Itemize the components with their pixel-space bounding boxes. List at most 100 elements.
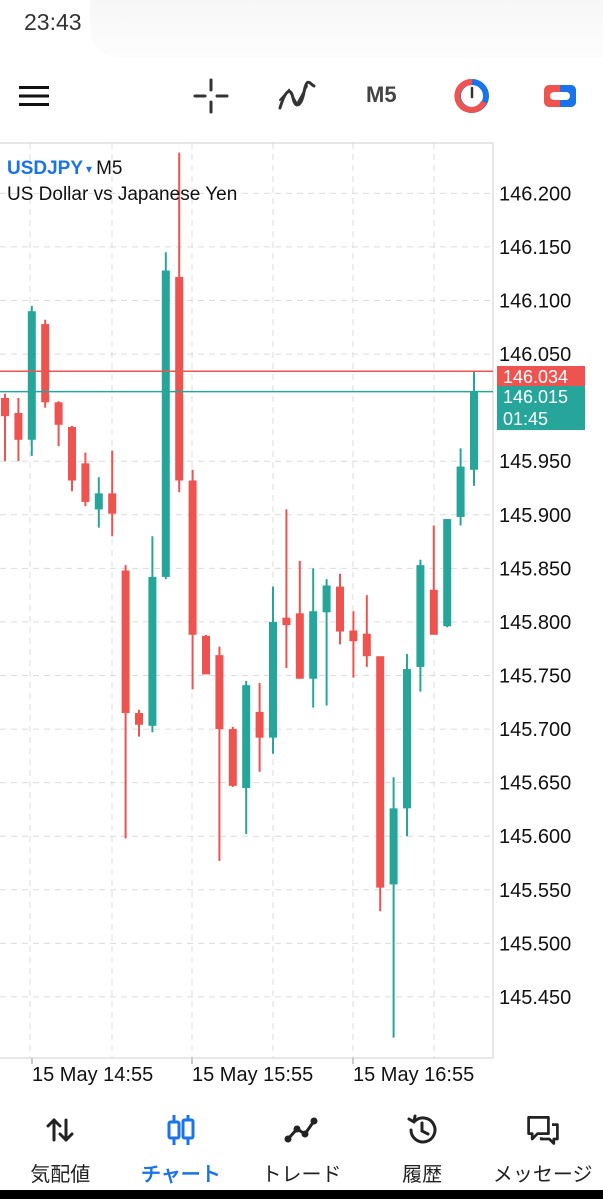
price-tick-label: 145.700 [499,719,571,741]
candle [322,579,331,706]
time-axis-labels: 15 May 14:55 15 May 15:55 15 May 16:55 [31,1058,474,1086]
nav-item-messages[interactable]: メッセージ [482,1096,603,1188]
candle-body [470,391,478,470]
candle [242,680,251,835]
nav-item-chart[interactable]: チャート [121,1096,242,1188]
symbol-selector[interactable]: USDJPY ▾ M5 [7,158,122,180]
price-tick-label: 145.550 [499,880,571,902]
candle-body [349,630,358,642]
candle [389,777,398,1038]
timeframe-button[interactable]: M5 [366,82,397,107]
menu-icon [19,86,49,106]
time-tick-label: 15 May 16:55 [353,1064,474,1086]
candle-body [27,311,36,440]
price-tick-label: 146.100 [499,291,571,313]
candle [295,560,304,679]
candle [376,656,385,912]
candle-body [282,617,291,626]
candle-body [389,808,398,885]
candle [41,319,50,408]
nav-label-quotes: 気配値 [30,1162,91,1186]
candle-body [295,613,304,679]
price-axis-labels: 146.200 146.150 146.100 146.050 145.950 145.9… [499,183,571,1009]
chart-toolbar: M5 [0,62,603,130]
nav-item-history[interactable]: 履歴 [362,1096,483,1188]
candle [121,565,130,839]
nav-label-chart: チャート [140,1162,221,1186]
candle [215,646,224,861]
one-click-trading-button[interactable] [540,76,580,116]
nav-item-quotes[interactable]: 気配値 [0,1096,121,1188]
candle-body [1,398,9,417]
chart-axes [0,142,494,1059]
candle-body [215,655,224,730]
nav-label-history: 履歴 [402,1162,443,1186]
candle [336,573,344,645]
candle-body [456,466,465,517]
price-tick-label: 146.050 [499,344,571,366]
symbol-name[interactable]: USDJPY [7,158,84,179]
candle-body [148,576,157,726]
trade-line-icon [283,1112,319,1148]
price-tick-label: 145.650 [499,773,571,795]
candle-body [443,519,452,627]
candle-body [228,729,237,786]
candle-body [255,711,264,738]
price-tick-label: 145.750 [499,666,571,688]
candle-body [336,586,344,632]
candle [148,536,157,733]
candle [255,683,264,772]
menu-button[interactable] [14,76,54,116]
chevron-down-icon[interactable]: ▾ [86,162,93,176]
nav-label-messages: メッセージ [492,1162,593,1186]
indicators-button[interactable] [277,76,317,116]
chart-style-button[interactable] [452,76,492,116]
candle-body [202,635,210,675]
price-tick-label: 145.850 [499,558,571,580]
candle [429,525,438,635]
nav-item-trade[interactable]: トレード [241,1096,362,1188]
candle [1,393,9,462]
price-tick-label: 145.450 [499,987,571,1009]
candles-icon [163,1112,199,1148]
price-tick-label: 145.500 [499,933,571,955]
candle [470,371,478,486]
candle [309,568,318,708]
bottom-navigation: 気配値 チャート トレード [0,1096,603,1188]
candle [27,305,36,456]
candle [161,252,170,580]
symbol-description: US Dollar vs Japanese Yen [7,184,238,205]
candle-body [14,413,23,440]
time-tick-label: 15 May 14:55 [32,1064,153,1086]
candle-body [68,426,76,481]
candle [81,452,90,507]
chart-grid [0,143,493,1058]
trade-toggle-icon [544,85,576,107]
price-tick-label: 145.600 [499,826,571,848]
candle [403,654,411,837]
candle [54,401,63,447]
candle-body [362,633,371,657]
candle [269,586,277,754]
candle [443,519,452,628]
candle [135,709,143,737]
candle-body [188,480,197,635]
candle-body [429,589,438,635]
price-tick-label: 145.950 [499,451,571,473]
bid-price-tag: 146.034 [497,366,585,388]
crosshair-button[interactable] [191,76,231,116]
candle [108,450,117,537]
price-tick-label: 146.200 [499,183,571,205]
candle [94,477,103,528]
candle-body [81,463,90,502]
candle-body [161,270,170,577]
candle-body [175,276,184,481]
candle [349,611,358,678]
candlestick-chart[interactable]: 146.200 146.150 146.100 146.050 145.950 145.9… [0,0,603,1090]
price-tick-label: 146.150 [499,237,571,259]
candle [282,509,291,668]
candle [14,398,23,462]
bar-timer-tag: 01:45 [497,408,585,430]
candle-body [108,493,117,514]
status-bar-blur [90,0,603,58]
